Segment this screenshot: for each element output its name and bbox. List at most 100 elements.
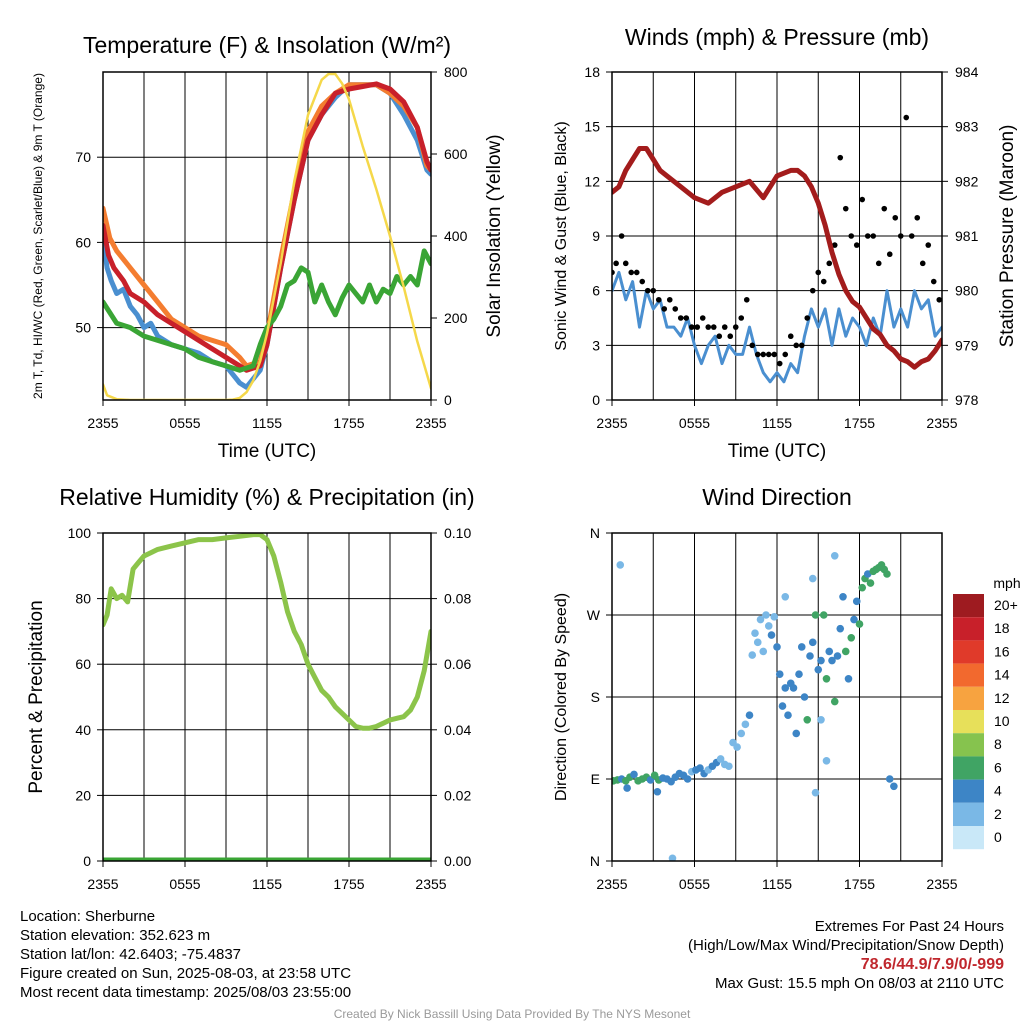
gust-point: [881, 205, 888, 212]
gust-point: [628, 269, 635, 276]
gust-point: [886, 251, 893, 258]
direction-point: [847, 633, 856, 642]
location-text: Location: Sherburne: [20, 908, 156, 925]
y-axis-label: Sonic Wind & Gust (Blue, Black): [553, 121, 570, 350]
gust-point: [914, 214, 921, 221]
direction-point: [762, 611, 770, 619]
direction-point: [844, 674, 853, 683]
y-right-tick-label: 0.00: [444, 853, 471, 869]
gust-point: [919, 260, 926, 267]
gust-point: [683, 315, 690, 321]
colorbar-label: 12: [994, 690, 1010, 706]
x-tick-label: 1755: [844, 876, 875, 892]
y-right-tick-label: 979: [955, 337, 979, 353]
y-axis-right-label: Solar Insolation (Yellow): [484, 134, 505, 337]
gust-point: [613, 260, 619, 267]
gust-point: [842, 205, 849, 212]
extremes-panel: Extremes For Past 24 Hours (High/Low/Max…: [688, 917, 1004, 993]
direction-point: [668, 854, 677, 861]
y-tick-label: 70: [75, 149, 91, 165]
direction-point: [839, 592, 847, 601]
gust-point: [688, 324, 695, 330]
direction-point: [696, 764, 704, 772]
gust-point: [930, 278, 937, 285]
gust-point: [837, 154, 844, 161]
gust-point: [650, 287, 657, 294]
y-tick-label: 15: [584, 119, 600, 135]
direction-point: [775, 670, 784, 679]
colorbar-label: 2: [994, 806, 1002, 822]
plot-frame: [102, 532, 432, 862]
series-line-dewpoint: [103, 248, 431, 373]
y-tick-label: 3: [592, 337, 600, 353]
y-tick-label: 80: [75, 591, 91, 607]
direction-point: [808, 574, 817, 583]
direction-point: [725, 762, 733, 771]
x-axis-label: Time (UTC): [728, 441, 827, 462]
x-tick-label: 2355: [596, 415, 627, 431]
gust-point: [793, 342, 800, 349]
gust-point: [897, 233, 904, 239]
y-axis-label: Direction (Colored By Speed): [553, 593, 570, 801]
y-tick-label: 6: [592, 283, 600, 299]
y-right-tick-label: 800: [444, 64, 468, 80]
y-tick-label: 0: [592, 392, 600, 408]
gust-point: [710, 324, 717, 330]
y-right-tick-label: 0.04: [444, 722, 471, 738]
gust-point: [848, 233, 855, 239]
y-tick-label: 60: [75, 656, 91, 672]
gust-point: [699, 315, 706, 321]
direction-point: [748, 651, 757, 659]
colorbar-swatch: [953, 779, 984, 803]
gust-point: [870, 233, 877, 239]
colorbar-label: 0: [994, 829, 1002, 845]
direction-point: [683, 775, 692, 783]
x-tick-label: 0555: [679, 876, 710, 892]
direction-point: [781, 684, 790, 692]
colorbar-label: 10: [994, 713, 1010, 729]
colorbar-unit: mph: [993, 575, 1020, 591]
direction-point: [778, 702, 787, 710]
direction-point: [830, 551, 839, 560]
direction-point: [630, 770, 638, 779]
x-tick-label: 2355: [596, 876, 627, 892]
y-axis-label: Percent & Precipitation: [26, 600, 47, 793]
x-tick-label: 1155: [762, 415, 792, 431]
colorbar-swatch: [953, 802, 984, 826]
y-tick-label: 0: [83, 853, 91, 869]
direction-point: [767, 631, 776, 639]
y-right-tick-label: 400: [444, 228, 468, 244]
gust-point: [738, 315, 745, 321]
colorbar-label: 18: [994, 620, 1010, 636]
gust-point: [727, 333, 734, 340]
y-tick-label: N: [590, 853, 600, 869]
y-right-tick-label: 984: [955, 64, 979, 80]
credit-text: Created By Nick Bassill Using Data Provi…: [333, 1007, 691, 1021]
direction-point: [811, 788, 820, 797]
x-tick-label: 1755: [333, 415, 364, 431]
series-line-rh: [103, 533, 431, 731]
direction-point: [737, 729, 746, 738]
direction-point: [852, 597, 861, 606]
y-tick-label: 9: [592, 228, 600, 244]
gust-point: [771, 351, 778, 358]
colorbar-swatch: [953, 826, 984, 850]
gust-point: [655, 296, 662, 303]
y-right-tick-label: 982: [955, 173, 979, 189]
panel-title: Winds (mph) & Pressure (mb): [625, 24, 929, 50]
direction-point: [811, 611, 820, 619]
direction-point: [830, 697, 839, 706]
gust-point: [749, 342, 756, 349]
direction-point: [825, 647, 834, 656]
recent-text: Most recent data timestamp: 2025/08/03 2…: [20, 984, 352, 1001]
direction-point: [745, 711, 754, 720]
y-right-tick-label: 0.08: [444, 591, 471, 607]
gust-point: [859, 196, 866, 203]
gust-point: [804, 315, 811, 321]
y-tick-label: 50: [75, 320, 91, 336]
direction-point: [836, 624, 845, 633]
direction-point: [885, 775, 894, 783]
gust-point: [743, 296, 750, 303]
y-axis-label: 2m T, Td, HI/WC (Red, Green, Scarlet/Blu…: [31, 73, 45, 399]
y-right-tick-label: 0.06: [444, 656, 471, 672]
